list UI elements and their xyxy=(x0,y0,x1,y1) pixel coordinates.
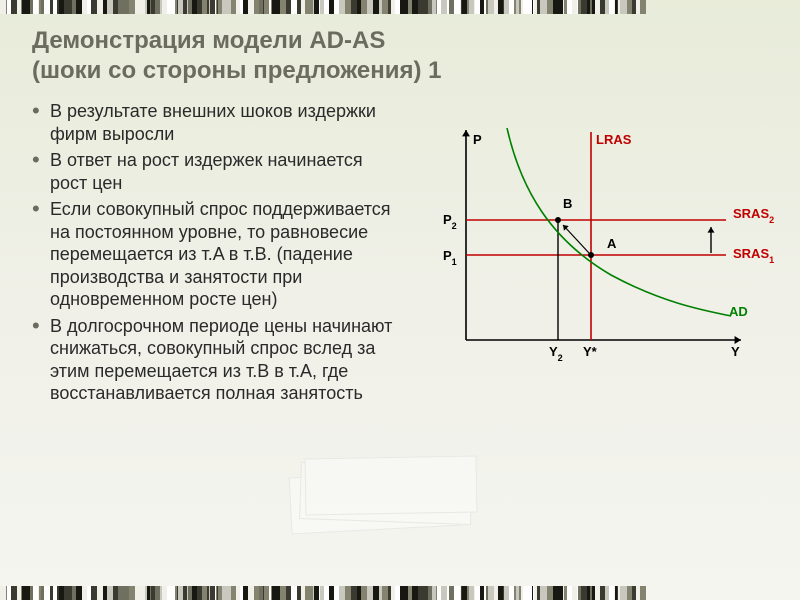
bullet-item: В долгосрочном периоде цены начинают сни… xyxy=(32,315,401,405)
svg-text:SRAS2: SRAS2 xyxy=(733,206,774,225)
slide-title: Демонстрация модели AD-AS (шоки со сторо… xyxy=(32,26,780,86)
slide: Демонстрация модели AD-AS (шоки со сторо… xyxy=(0,0,800,600)
bullet-item: Если совокупный спрос поддерживается на … xyxy=(32,198,401,311)
svg-text:Y2: Y2 xyxy=(549,344,563,363)
bullet-item: В результате внешних шоков издержки фирм… xyxy=(32,100,401,145)
bullet-item: В ответ на рост издержек начинается рост… xyxy=(32,149,401,194)
bullet-text: В ответ на рост издержек начинается рост… xyxy=(50,150,363,193)
content-area: В результате внешних шоков издержки фирм… xyxy=(32,100,780,576)
title-line-1: Демонстрация модели AD-AS xyxy=(32,27,385,54)
ad-as-chart: P Y LRAS SRAS2 SRAS1 AD P1 P2 Y2 Y* A B xyxy=(411,110,780,400)
bullet-list: В результате внешних шоков издержки фирм… xyxy=(32,100,411,576)
svg-text:P: P xyxy=(473,132,482,147)
bullet-text: В долгосрочном периоде цены начинают сни… xyxy=(50,316,392,404)
svg-text:AD: AD xyxy=(729,304,748,319)
svg-text:B: B xyxy=(563,196,572,211)
svg-text:P1: P1 xyxy=(443,248,457,267)
bullet-text: Если совокупный спрос поддерживается на … xyxy=(50,199,391,309)
svg-text:A: A xyxy=(607,236,617,251)
barcode-bottom xyxy=(0,586,800,600)
svg-text:Y*: Y* xyxy=(583,344,598,359)
barcode-top xyxy=(0,0,800,14)
svg-text:Y: Y xyxy=(731,344,740,359)
bullet-text: В результате внешних шоков издержки фирм… xyxy=(50,101,376,144)
title-line-2: (шоки со стороны предложения) 1 xyxy=(32,57,442,84)
svg-text:SRAS1: SRAS1 xyxy=(733,246,774,265)
chart-svg: P Y LRAS SRAS2 SRAS1 AD P1 P2 Y2 Y* A B xyxy=(411,110,781,400)
svg-text:LRAS: LRAS xyxy=(596,132,632,147)
svg-text:P2: P2 xyxy=(443,212,457,231)
